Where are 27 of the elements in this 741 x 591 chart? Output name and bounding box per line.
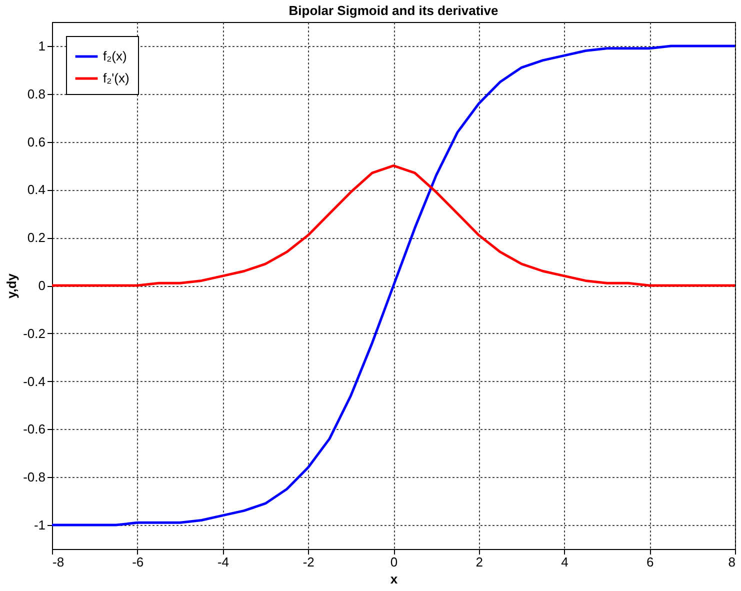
legend-label: f₂'(x) <box>103 70 130 86</box>
y-tick-label: -0.4 <box>23 374 46 389</box>
y-tick-label: -1 <box>34 518 46 533</box>
x-tick-label: 6 <box>646 554 654 570</box>
x-tick-label: -8 <box>52 554 64 570</box>
y-tick-label: 0.6 <box>27 134 46 150</box>
line-series <box>52 164 735 287</box>
y-tick-label: -0.2 <box>23 326 46 341</box>
x-tick-label: -6 <box>132 554 144 570</box>
x-axis-title: x <box>390 572 398 586</box>
y-tick-label: -0.6 <box>23 422 46 437</box>
y-tick-label: -0.8 <box>23 470 46 485</box>
x-tick-label: 4 <box>561 554 568 570</box>
line-series <box>52 44 735 526</box>
x-tick-label: -4 <box>217 554 230 570</box>
legend-label: f₂(x) <box>103 48 127 64</box>
chart-title: Bipolar Sigmoid and its derivative <box>288 3 498 18</box>
y-tick-label: 1 <box>38 38 46 54</box>
x-tick-label: 2 <box>476 554 483 570</box>
y-tick-label: 0.2 <box>27 230 46 246</box>
y-tick-label: 0.8 <box>27 86 46 102</box>
x-tick-label: 8 <box>728 554 736 570</box>
y-axis-title: y,dy <box>4 272 20 299</box>
x-tick-label: 0 <box>390 554 398 570</box>
y-tick-label: 0.4 <box>27 182 46 198</box>
y-tick-label: 0 <box>38 278 46 293</box>
x-tick-label: -2 <box>302 554 314 570</box>
